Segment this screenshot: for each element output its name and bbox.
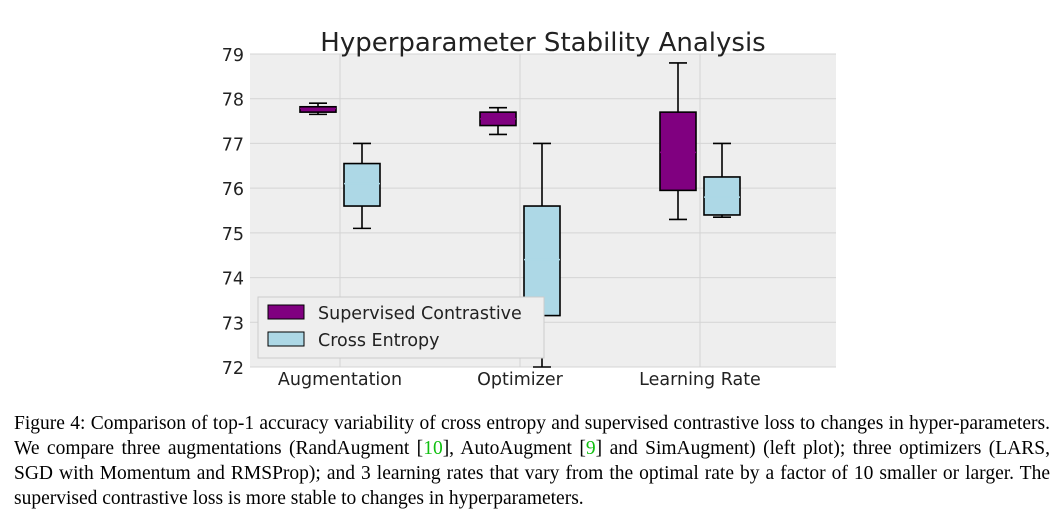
x-tick-label: Learning Rate <box>639 370 761 390</box>
caption-label: Figure 4: <box>14 413 86 434</box>
box-1-2 <box>703 142 741 219</box>
box-0-0 <box>299 102 337 116</box>
y-tick-label: 79 <box>222 46 244 66</box>
y-tick-label: 74 <box>222 270 244 290</box>
box-body <box>299 105 337 113</box>
box-body <box>703 176 741 216</box>
legend: Supervised Contrastive Cross Entropy <box>257 296 545 359</box>
caption-text-1: Comparison of top-1 accuracy variability… <box>14 413 1050 459</box>
chart-title: Hyperparameter Stability Analysis <box>320 28 765 58</box>
box-body <box>343 162 381 207</box>
legend-swatch-cross-entropy <box>267 331 305 347</box>
legend-label-supervised-contrastive: Supervised Contrastive <box>318 304 522 324</box>
x-tick-label: Augmentation <box>278 370 402 390</box>
box-1-0 <box>343 142 381 230</box>
box-0-1 <box>479 106 517 136</box>
figure-caption: Figure 4: Comparison of top-1 accuracy v… <box>14 411 1050 511</box>
x-tick-labels: Augmentation Optimizer Learning Rate <box>278 370 761 390</box>
citation-link-9[interactable]: 9 <box>585 438 596 459</box>
box-plot-chart: 72 73 74 75 76 77 78 79 Augmentation Optimizer Le… <box>222 28 836 390</box>
caption-text-3: ] and SimAugment) (left plot); three opt… <box>14 438 1051 509</box>
legend-swatch-supervised-contrastive <box>267 304 305 320</box>
box-body <box>659 111 697 192</box>
x-tick-label: Optimizer <box>477 370 563 390</box>
y-tick-label: 76 <box>222 180 244 200</box>
box-0-2 <box>659 62 697 221</box>
legend-label-cross-entropy: Cross Entropy <box>318 331 440 351</box>
y-tick-labels: 72 73 74 75 76 77 78 79 <box>222 46 244 379</box>
legend-frame <box>257 296 545 359</box>
caption-text-2: ], AutoAugment [ <box>442 438 586 459</box>
y-tick-label: 73 <box>222 314 244 334</box>
citation-link-10[interactable]: 10 <box>423 438 443 459</box>
y-tick-label: 75 <box>222 225 244 245</box>
y-tick-label: 77 <box>222 135 244 155</box>
y-tick-label: 78 <box>222 91 244 111</box>
y-tick-label: 72 <box>222 359 244 379</box>
